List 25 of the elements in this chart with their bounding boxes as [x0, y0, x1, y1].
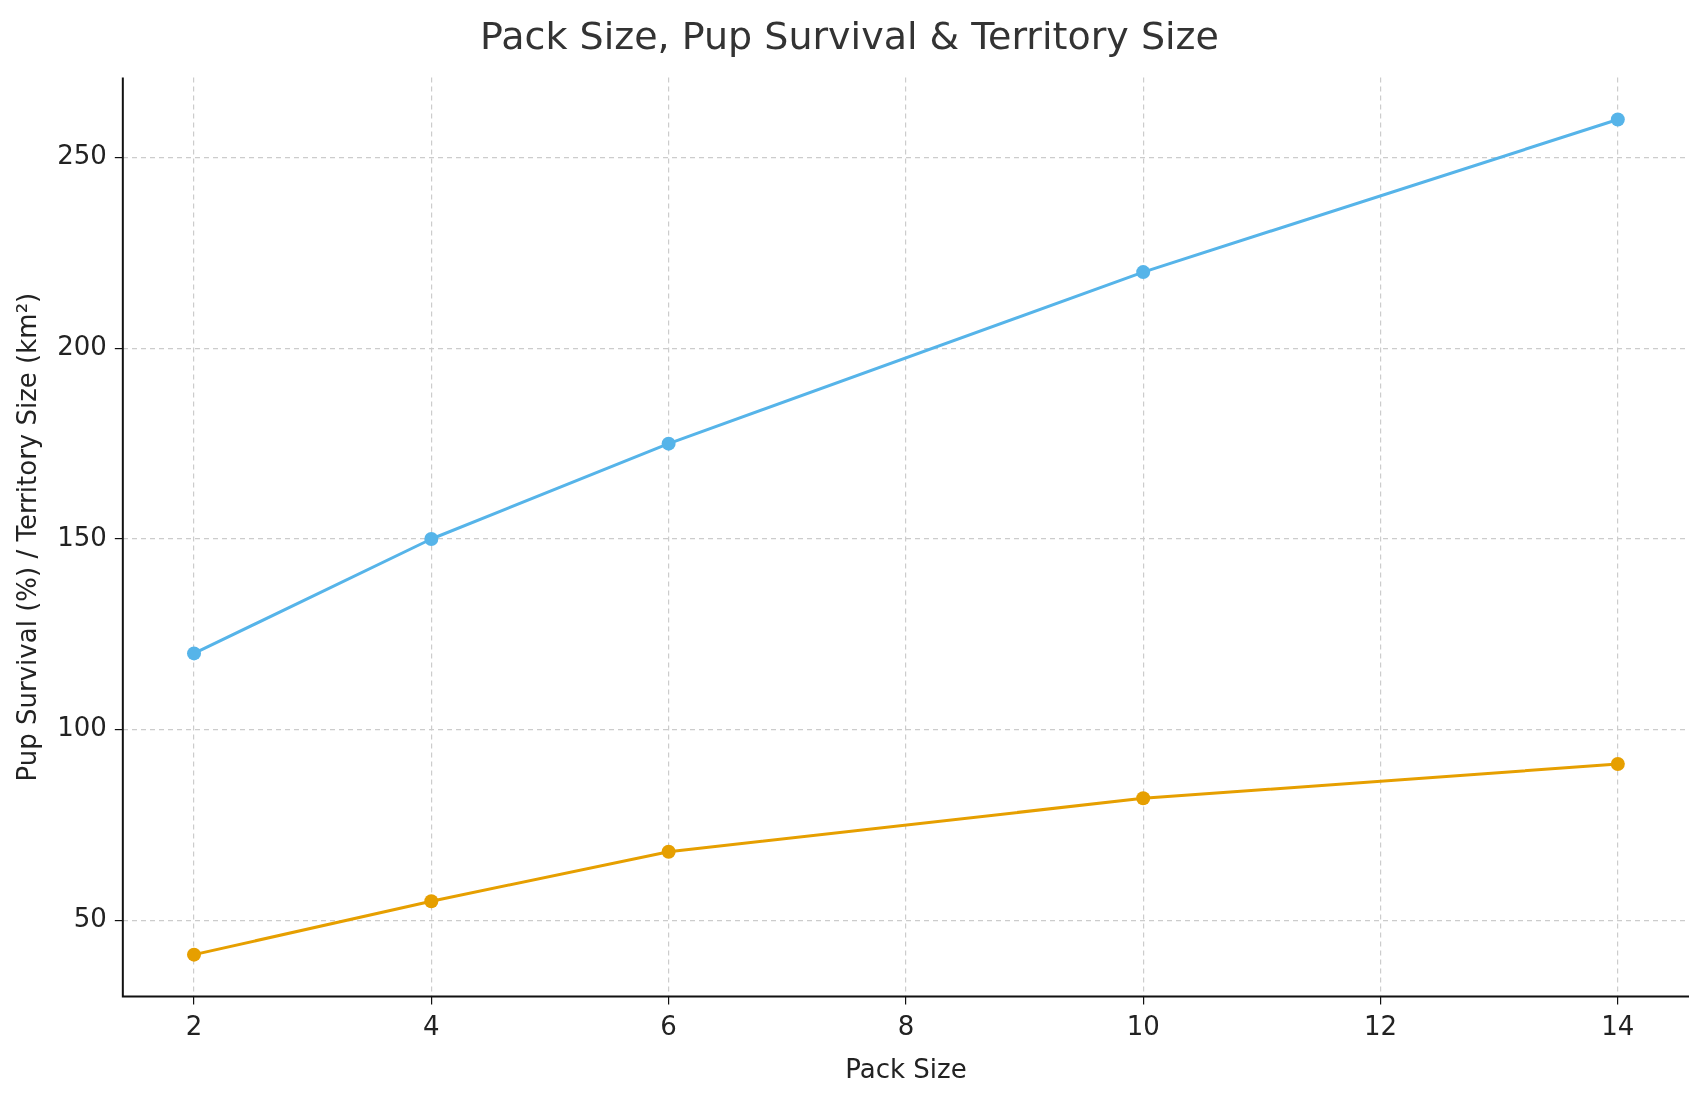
- point: [424, 894, 439, 909]
- chart-title: Pack Size, Pup Survival & Territory Size: [480, 13, 1219, 58]
- point: [187, 947, 202, 962]
- x-tick-label: 12: [1363, 1010, 1398, 1041]
- point: [1136, 791, 1151, 806]
- x-tick-label: 4: [423, 1010, 440, 1041]
- x-tick-label: 8: [897, 1010, 915, 1041]
- x-axis-title: Pack Size: [845, 1054, 967, 1085]
- y-tick-label: 250: [57, 140, 107, 171]
- point: [424, 532, 439, 547]
- x-tick-label: 2: [185, 1010, 203, 1041]
- point: [1610, 112, 1625, 127]
- y-tick-label: 150: [57, 521, 107, 552]
- x-tick-label: 6: [660, 1010, 677, 1041]
- point: [1610, 756, 1625, 771]
- point: [187, 646, 202, 661]
- x-tick-label: 14: [1601, 1010, 1635, 1041]
- point: [661, 436, 676, 451]
- y-tick-label: 100: [57, 712, 107, 743]
- y-tick-label: 200: [57, 331, 107, 362]
- x-tick-label: 10: [1126, 1010, 1160, 1041]
- point: [661, 844, 676, 859]
- point: [1136, 265, 1151, 280]
- y-axis-title: Pup Survival (%) / Territory Size (km²): [12, 292, 43, 782]
- y-tick-label: 50: [73, 903, 107, 934]
